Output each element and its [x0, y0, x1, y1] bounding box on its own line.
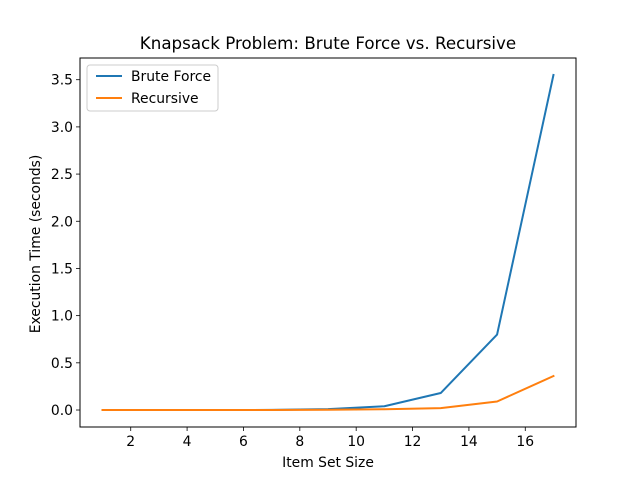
series-line-recursive: [101, 374, 555, 412]
x-tick-label: 14: [460, 434, 478, 450]
plot-frame: [79, 57, 577, 428]
y-tick-label: 3.0: [51, 120, 73, 136]
y-tick-label: 1.0: [51, 309, 73, 325]
y-tick-label: 0.5: [51, 356, 73, 372]
y-tick-label: 2.5: [51, 167, 73, 183]
x-axis-title: Item Set Size: [282, 455, 374, 471]
x-tick-label: 16: [516, 434, 534, 450]
y-tick-label: 1.5: [51, 261, 73, 277]
x-tick-label: 2: [126, 434, 135, 450]
y-tick-label: 3.5: [51, 73, 73, 89]
y-tick-label: 2.0: [51, 214, 73, 230]
legend: Brute Force Recursive: [86, 64, 219, 112]
chart-title: Knapsack Problem: Brute Force vs. Recurs…: [140, 33, 516, 53]
x-tick-label: 6: [239, 434, 248, 450]
legend-label-recursive: Recursive: [131, 91, 199, 107]
legend-label-brute-force: Brute Force: [131, 69, 211, 85]
x-tick-label: 10: [347, 434, 365, 450]
x-tick-label: 12: [404, 434, 422, 450]
y-tick-label: 0.0: [51, 403, 73, 419]
series-lines: [101, 73, 555, 412]
y-axis-title: Execution Time (seconds): [28, 155, 44, 334]
x-tick-label: 8: [295, 434, 304, 450]
axes: 2 4 6 8 10 12 14 16 0.0 0.5 1.0 1.5 2.0 2.5 3.0 3.5: [51, 57, 577, 450]
x-tick-label: 4: [183, 434, 192, 450]
